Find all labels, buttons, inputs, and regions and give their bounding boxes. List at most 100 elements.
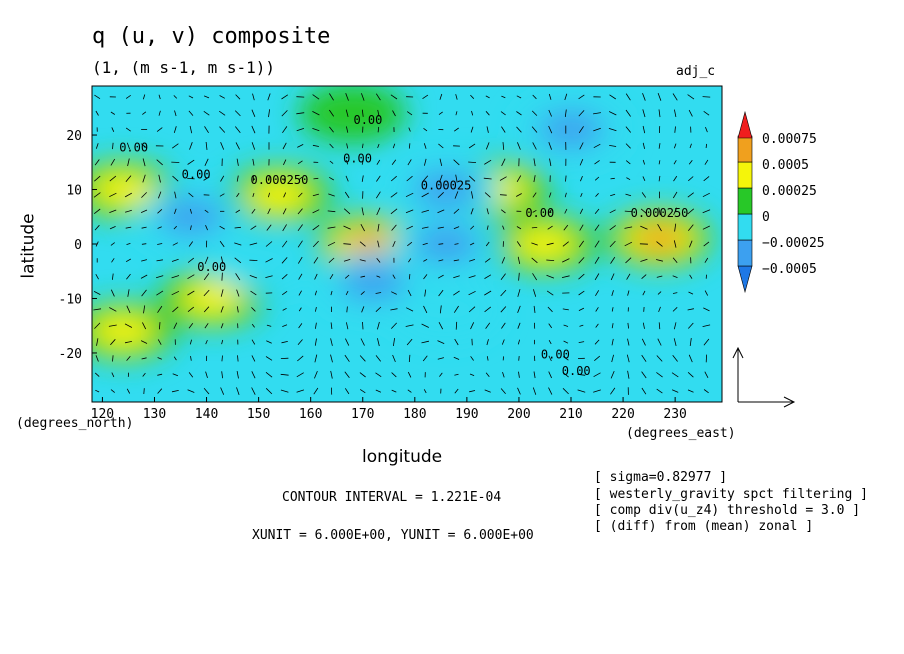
- wind-vector-281: [112, 273, 114, 280]
- wind-vector-140: [406, 338, 413, 346]
- note-sigma: [ sigma=0.82977 ]: [594, 470, 728, 485]
- wind-vector-90: [251, 355, 256, 362]
- wind-vector-331: [265, 258, 273, 263]
- wind-vector-323: [141, 259, 148, 262]
- wind-vector-296: [344, 274, 350, 279]
- wind-vector-305: [484, 274, 492, 279]
- wind-vector-699: [392, 110, 396, 117]
- wind-vector-688: [218, 110, 226, 116]
- wind-vector-294: [314, 273, 318, 280]
- wind-vector-175: [330, 322, 333, 330]
- wind-vector-247: [203, 289, 210, 297]
- field-max-7-level-1: [246, 176, 313, 214]
- wind-vector-30: [562, 388, 569, 395]
- wind-vector-94: [314, 354, 318, 363]
- field-max-1-level-2: [634, 224, 685, 253]
- wind-vector-10: [251, 387, 256, 395]
- wind-vector-695: [328, 109, 335, 117]
- wind-vector-624: [468, 143, 476, 149]
- wind-vector-450: [251, 208, 256, 214]
- wind-vector-83: [141, 357, 147, 360]
- wind-vector-404: [157, 226, 162, 229]
- wind-vector-750: [564, 93, 568, 101]
- wind-vector-502: [437, 192, 444, 198]
- wind-vector-126: [189, 339, 192, 345]
- wind-vector-591: [579, 159, 584, 166]
- wind-vector-285: [171, 275, 180, 279]
- wind-vector-63: [454, 373, 459, 376]
- wind-vector-653: [296, 128, 305, 132]
- wind-vector-104: [470, 356, 474, 361]
- wind-vector-143: [454, 338, 459, 346]
- wind-vector-398: [689, 240, 693, 248]
- wind-vector-656: [346, 126, 349, 133]
- wind-vector-128: [221, 339, 224, 345]
- wind-vector-584: [468, 161, 477, 163]
- wind-vector-155: [641, 338, 646, 346]
- wind-vector-672: [593, 127, 601, 132]
- wind-vector-641: [111, 127, 115, 132]
- wind-vector-182: [438, 322, 444, 330]
- wind-vector-372: [281, 240, 288, 248]
- wind-vector-29: [548, 387, 553, 395]
- wind-vector-360: [95, 241, 99, 247]
- wind-vector-425: [486, 225, 489, 230]
- wind-vector-754: [625, 93, 631, 101]
- wind-vector-259: [391, 291, 397, 295]
- wind-vector-57: [359, 372, 366, 378]
- wind-vector-479: [702, 209, 711, 214]
- wind-vector-632: [593, 143, 601, 149]
- wind-vector-564: [156, 159, 163, 166]
- wind-vector-343: [453, 259, 460, 262]
- wind-vector-743: [455, 94, 458, 100]
- wind-vector-410: [250, 225, 257, 230]
- wind-vector-200: [93, 308, 102, 311]
- wind-vector-62: [439, 372, 443, 377]
- wind-vector-446: [189, 208, 192, 214]
- wind-vector-146: [501, 339, 505, 345]
- wind-vector-192: [595, 323, 599, 328]
- wind-vector-205: [172, 306, 179, 313]
- wind-vector-35: [641, 387, 647, 395]
- wind-vector-600: [95, 143, 99, 149]
- wind-vector-658: [377, 126, 380, 133]
- y-tick-label-0: 0: [74, 238, 82, 253]
- wind-vector-418: [377, 223, 380, 232]
- wind-vector-509: [548, 192, 552, 198]
- wind-vector-170: [251, 323, 255, 328]
- wind-vector-555: [642, 176, 646, 181]
- wind-vector-562: [127, 158, 130, 167]
- wind-vector-194: [627, 322, 629, 329]
- wind-vector-315: [641, 274, 647, 279]
- wind-vector-578: [376, 159, 381, 165]
- wind-vector-130: [251, 339, 256, 345]
- wind-vector-351: [578, 257, 585, 264]
- wind-vector-133: [297, 339, 303, 345]
- wind-vector-474: [624, 210, 632, 212]
- wind-vector-18: [375, 389, 382, 393]
- wind-vector-354: [625, 257, 632, 264]
- wind-vector-252: [281, 290, 288, 296]
- wind-vector-468: [532, 209, 537, 213]
- wind-vector-308: [532, 273, 538, 281]
- wind-vector-28: [532, 387, 537, 395]
- wind-vector-237: [672, 307, 678, 312]
- wind-vector-622: [438, 143, 444, 149]
- wind-vector-466: [500, 209, 506, 214]
- wind-vector-65: [485, 372, 490, 377]
- wind-vector-78: [687, 372, 694, 378]
- wind-vector-455: [327, 210, 336, 213]
- wind-vector-567: [204, 158, 209, 166]
- wind-vector-82: [126, 355, 131, 361]
- run-label: adj_c: [676, 64, 716, 79]
- wind-vector-693: [296, 112, 305, 115]
- wind-vector-403: [141, 226, 147, 229]
- wind-vector-53: [296, 372, 304, 378]
- wind-vector-620: [408, 143, 411, 149]
- wind-vector-187: [517, 322, 521, 329]
- wind-vector-36: [656, 388, 663, 394]
- wind-vector-397: [673, 240, 677, 248]
- wind-vector-665: [486, 126, 489, 133]
- wind-vector-59: [391, 372, 397, 378]
- wind-vector-24: [469, 390, 476, 393]
